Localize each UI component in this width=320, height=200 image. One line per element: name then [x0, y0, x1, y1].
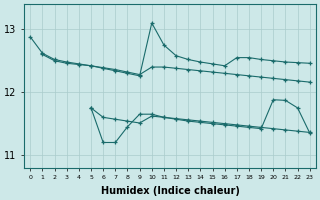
X-axis label: Humidex (Indice chaleur): Humidex (Indice chaleur)	[100, 186, 239, 196]
